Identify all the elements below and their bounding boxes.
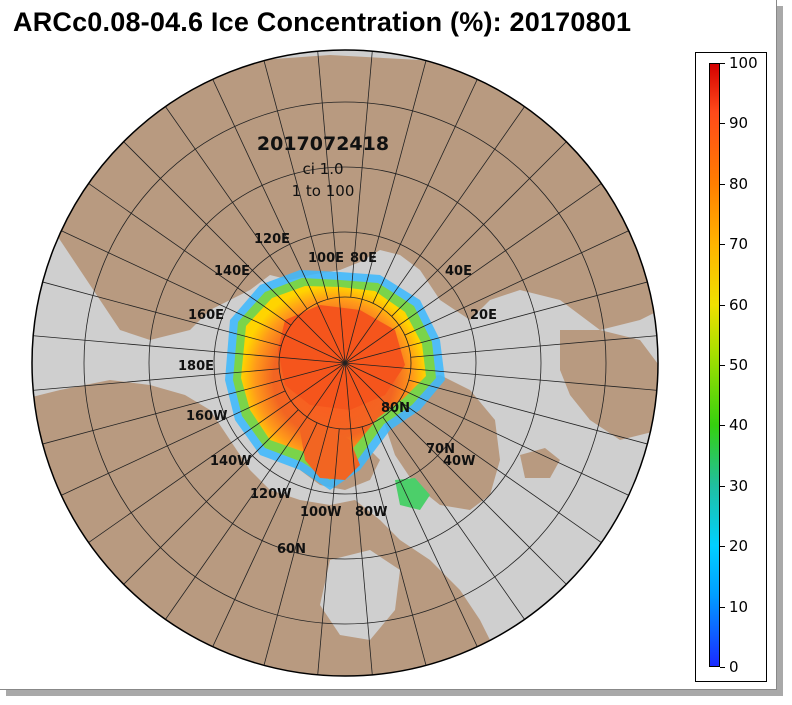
meridian-line xyxy=(82,362,346,547)
land-iceland xyxy=(520,448,560,478)
colorbar-gradient xyxy=(709,63,720,667)
meridian-line xyxy=(372,72,481,304)
annotation-contour-interval: ci 1.0 xyxy=(302,160,343,178)
meridian-line xyxy=(32,334,346,364)
colorbar-tick-label: 20 xyxy=(729,537,749,556)
lat-label-70n: 70N xyxy=(426,442,455,457)
meridian-lines xyxy=(32,50,658,676)
colorbar-tick xyxy=(720,485,725,487)
meridian-line xyxy=(54,390,286,499)
colorbar-tick-label: 80 xyxy=(729,174,749,193)
latitude-circles xyxy=(83,101,607,625)
lon-label-40e: 40E xyxy=(445,264,472,279)
lat-label-60n: 60N xyxy=(277,542,306,557)
lon-label-140w: 140W xyxy=(210,454,251,469)
longitude-labels: 120E 100E 80E 140E 40E 160E 20E 180E 160… xyxy=(178,232,497,520)
colorbar-tick xyxy=(720,183,725,185)
colorbar-tick xyxy=(720,667,725,668)
meridian-line xyxy=(161,100,308,310)
colorbar-tick-label: 70 xyxy=(729,235,749,254)
hudson-bay xyxy=(320,550,400,640)
sea-ice-east-greenland xyxy=(395,478,430,510)
lon-label-80w: 80W xyxy=(355,505,387,520)
page-title: ARCc0.08-04.6 Ice Concentration (%): 201… xyxy=(13,7,632,37)
meridian-line xyxy=(82,179,292,326)
lat-label-80n: 80N xyxy=(381,401,410,416)
meridian-line xyxy=(344,362,572,590)
meridian-line xyxy=(361,426,429,673)
lon-label-100w: 100W xyxy=(300,505,341,520)
colorbar-tick xyxy=(720,304,725,306)
meridian-line xyxy=(54,227,346,364)
lon-label-160e: 160E xyxy=(188,308,224,323)
latitude-labels: 80N 70N 60N xyxy=(277,401,455,557)
lon-label-20e: 20E xyxy=(470,308,497,323)
colorbar-tick-label: 0 xyxy=(729,658,739,676)
colorbar-tick-label: 50 xyxy=(729,356,749,374)
colorbar-tick xyxy=(720,63,725,64)
meridian-line xyxy=(316,50,346,364)
lon-label-40w: 40W xyxy=(443,454,475,469)
meridian-line xyxy=(344,53,429,364)
meridian-line xyxy=(35,279,282,347)
sea-ice-core xyxy=(278,305,405,410)
lon-label-100e: 100E xyxy=(308,251,344,266)
map-outline xyxy=(31,49,659,677)
colorbar-tick xyxy=(720,546,725,548)
meridian-line xyxy=(261,53,329,300)
colorbar-tick xyxy=(720,244,725,246)
meridian-line xyxy=(35,362,346,447)
meridian-line xyxy=(398,400,608,547)
colorbar-tick-label: 10 xyxy=(729,597,749,616)
lon-label-180e: 180E xyxy=(178,359,214,374)
meridian-line xyxy=(209,422,318,654)
meridian-line xyxy=(350,50,374,298)
lon-label-140e: 140E xyxy=(214,264,250,279)
colorbar-tick-label: 30 xyxy=(729,476,749,495)
meridian-line xyxy=(118,136,346,364)
meridian-line xyxy=(118,409,299,590)
annotation-date: 2017072418 xyxy=(257,133,389,155)
meridian-line xyxy=(209,72,346,364)
colorbar-tick-label: 60 xyxy=(729,295,749,314)
meridian-line xyxy=(316,428,340,676)
meridian-line xyxy=(344,279,655,364)
meridian-line xyxy=(344,179,608,364)
meridian-line xyxy=(344,100,529,364)
lon-label-120w: 120W xyxy=(250,487,291,502)
meridian-line xyxy=(391,136,572,317)
meridian-line xyxy=(404,227,636,336)
meridian-line xyxy=(32,368,280,392)
annotation-range: 1 to 100 xyxy=(292,182,355,200)
meridian-line xyxy=(344,362,481,654)
land-eurasia xyxy=(40,55,658,340)
meridian-line xyxy=(382,416,529,626)
meridian-line xyxy=(344,362,374,676)
lon-label-160w: 160W xyxy=(186,409,227,424)
meridian-line xyxy=(344,362,636,499)
lon-label-80e: 80E xyxy=(350,251,377,266)
meridian-line xyxy=(410,334,658,358)
land-scandinavia xyxy=(560,330,658,440)
meridian-line xyxy=(344,362,658,392)
colorbar: 100 90 80 70 60 50 40 30 20 10 0 xyxy=(695,52,767,682)
colorbar-tick xyxy=(720,365,725,366)
meridian-line xyxy=(408,379,655,447)
colorbar-tick-label: 100 xyxy=(729,54,758,72)
lon-label-120e: 120E xyxy=(254,232,290,247)
sea-ice-archipelago xyxy=(300,428,360,480)
colorbar-tick xyxy=(720,606,725,608)
colorbar-tick xyxy=(720,123,725,125)
meridian-line xyxy=(261,362,346,673)
colorbar-tick-label: 40 xyxy=(729,416,749,435)
colorbar-tick-label: 90 xyxy=(729,114,749,133)
meridian-line xyxy=(161,362,346,626)
colorbar-tick xyxy=(720,425,725,427)
